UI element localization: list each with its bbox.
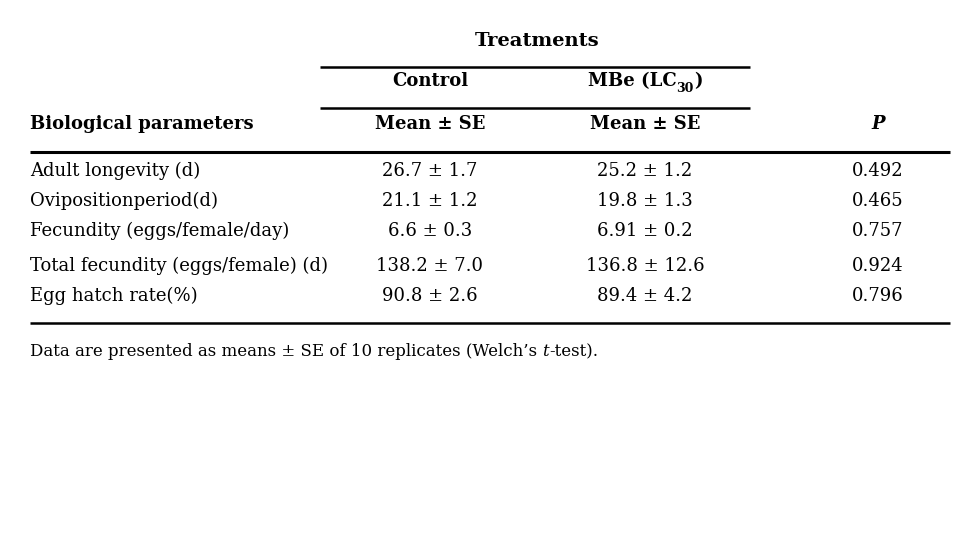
Text: 26.7 ± 1.7: 26.7 ± 1.7 [383,162,477,180]
Text: 89.4 ± 4.2: 89.4 ± 4.2 [597,287,693,305]
Text: 30: 30 [676,82,694,95]
Text: Treatments: Treatments [475,32,600,50]
Text: ): ) [694,72,703,90]
Text: 0.796: 0.796 [852,287,904,305]
Text: Mean ± SE: Mean ± SE [375,115,485,133]
Text: 21.1 ± 1.2: 21.1 ± 1.2 [383,192,477,210]
Text: 0.924: 0.924 [852,257,904,275]
Text: Biological parameters: Biological parameters [30,115,254,133]
Text: 19.8 ± 1.3: 19.8 ± 1.3 [597,192,693,210]
Text: 136.8 ± 12.6: 136.8 ± 12.6 [586,257,705,275]
Text: Egg hatch rate(%): Egg hatch rate(%) [30,287,197,305]
Text: MBe (LC: MBe (LC [588,72,676,90]
Text: 25.2 ± 1.2: 25.2 ± 1.2 [597,162,693,180]
Text: t: t [543,343,549,360]
Text: 6.6 ± 0.3: 6.6 ± 0.3 [387,222,472,240]
Text: 0.492: 0.492 [852,162,904,180]
Text: 90.8 ± 2.6: 90.8 ± 2.6 [383,287,478,305]
Text: -test).: -test). [549,343,598,360]
Text: 0.465: 0.465 [852,192,904,210]
Text: 0.757: 0.757 [852,222,904,240]
Text: Control: Control [392,72,468,90]
Text: Fecundity (eggs/female/day): Fecundity (eggs/female/day) [30,222,289,240]
Text: 6.91 ± 0.2: 6.91 ± 0.2 [597,222,693,240]
Text: 138.2 ± 7.0: 138.2 ± 7.0 [377,257,483,275]
Text: Total fecundity (eggs/female) (d): Total fecundity (eggs/female) (d) [30,257,328,275]
Text: Data are presented as means ± SE of 10 replicates (Welch’s: Data are presented as means ± SE of 10 r… [30,343,543,360]
Text: Adult longevity (d): Adult longevity (d) [30,162,200,180]
Text: Mean ± SE: Mean ± SE [590,115,700,133]
Text: Ovipositionperiod(d): Ovipositionperiod(d) [30,192,218,210]
Text: P: P [872,115,885,133]
